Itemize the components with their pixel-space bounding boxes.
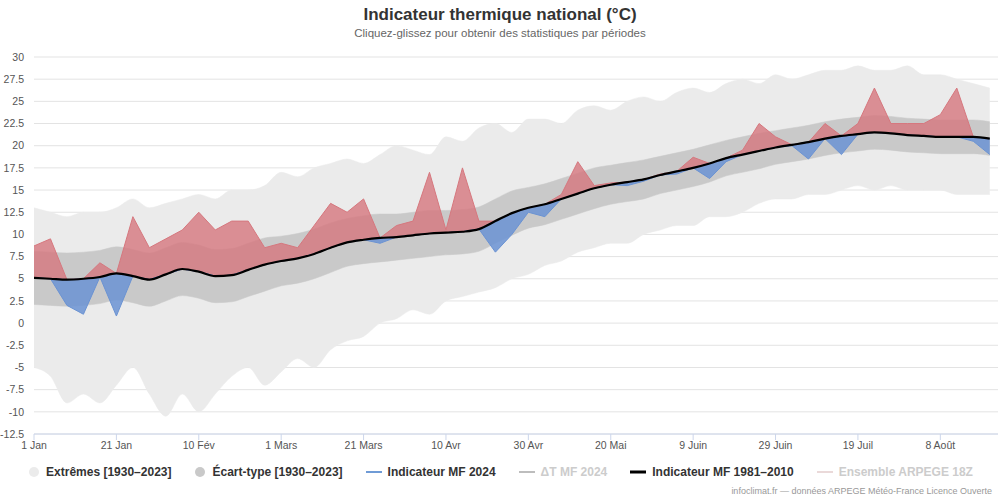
svg-text:21 Jan: 21 Jan bbox=[101, 439, 133, 451]
svg-text:1 Jan: 1 Jan bbox=[21, 439, 47, 451]
html-text:Extrêmes [1930–2023]: Extrêmes [1930–2023] bbox=[46, 465, 172, 479]
svg-text:27.5: 27.5 bbox=[8, 73, 24, 85]
svg-text:25: 25 bbox=[12, 95, 24, 107]
svg-text:20 Mai: 20 Mai bbox=[595, 439, 627, 451]
svg-text:10 Fév: 10 Fév bbox=[183, 439, 216, 451]
svg-text:10 Avr: 10 Avr bbox=[431, 439, 461, 451]
svg-text:17.5: 17.5 bbox=[8, 162, 24, 174]
svg-text:8 Août: 8 Août bbox=[925, 439, 955, 451]
html-text:Indicateur MF 1981–2010: Indicateur MF 1981–2010 bbox=[652, 465, 794, 479]
svg-text:-10: -10 bbox=[9, 406, 24, 418]
svg-text:2.5: 2.5 bbox=[9, 295, 24, 307]
html-text:Cliquez-glissez pour obtenir d: Cliquez-glissez pour obtenir des statist… bbox=[354, 27, 646, 39]
svg-text:5: 5 bbox=[18, 272, 24, 284]
svg-text:0: 0 bbox=[18, 317, 24, 329]
svg-text:22.5: 22.5 bbox=[8, 117, 24, 129]
svg-text:-12.5: -12.5 bbox=[8, 428, 24, 440]
svg-text:21 Mars: 21 Mars bbox=[345, 439, 383, 451]
html-text:Ensemble ARPEGE 18Z: Ensemble ARPEGE 18Z bbox=[838, 465, 973, 479]
svg-text:29 Juin: 29 Juin bbox=[759, 439, 793, 451]
html-text:Indicateur thermique national: Indicateur thermique national (°C) bbox=[363, 5, 637, 24]
svg-text:20: 20 bbox=[12, 139, 24, 151]
svg-text:1 Mars: 1 Mars bbox=[265, 439, 297, 451]
svg-text:30: 30 bbox=[12, 51, 24, 63]
html-text:infoclimat.fr — données ARPEGE: infoclimat.fr — données ARPEGE Météo-Fra… bbox=[731, 486, 992, 496]
svg-text:10: 10 bbox=[12, 228, 24, 240]
svg-text:12.5: 12.5 bbox=[8, 206, 24, 218]
svg-text:-5: -5 bbox=[15, 361, 24, 373]
html-text:ΔT MF 2024: ΔT MF 2024 bbox=[540, 465, 608, 479]
svg-text:-2.5: -2.5 bbox=[8, 339, 24, 351]
svg-text:9 Juin: 9 Juin bbox=[679, 439, 707, 451]
svg-text:7.5: 7.5 bbox=[9, 250, 24, 262]
svg-text:19 Juil: 19 Juil bbox=[843, 439, 873, 451]
html-text:Indicateur MF 2024: Indicateur MF 2024 bbox=[387, 465, 496, 479]
html-text:Écart-type [1930–2023]: Écart-type [1930–2023] bbox=[212, 465, 343, 479]
svg-text:-7.5: -7.5 bbox=[8, 383, 24, 395]
svg-text:15: 15 bbox=[12, 184, 24, 196]
svg-text:30 Avr: 30 Avr bbox=[514, 439, 544, 451]
